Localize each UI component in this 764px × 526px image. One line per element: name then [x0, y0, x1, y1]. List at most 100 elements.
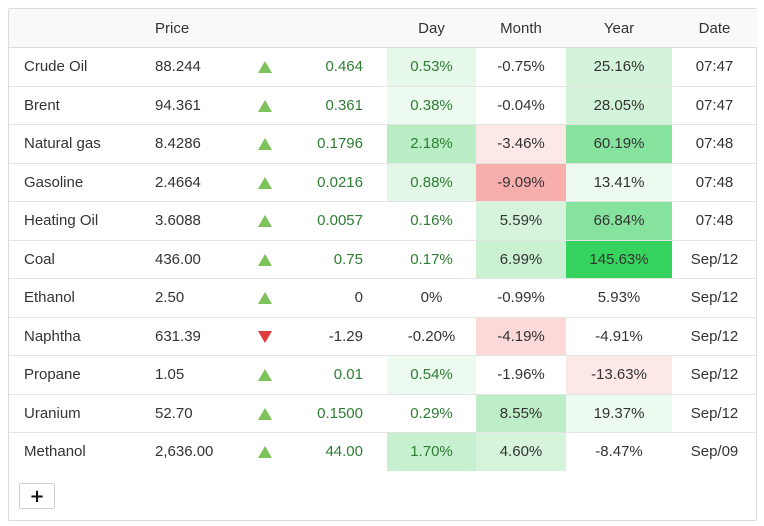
date-cell: Sep/09 [690, 443, 739, 461]
up-arrow-icon [258, 369, 272, 382]
commodity-name[interactable]: Natural gas [9, 124, 155, 164]
year-change-cell: -8.47% [595, 443, 643, 461]
month-change-cell: 8.55% [476, 394, 566, 433]
table-row[interactable]: Natural gas 8.4286 0.1796 2.18% -3.46% 60.19%… [9, 124, 757, 164]
date-cell: Sep/12 [672, 394, 757, 433]
year-change-cell: 13.41% [566, 163, 672, 202]
header-name [9, 9, 155, 48]
table-row[interactable]: Brent 94.361 0.361 0.38% -0.04% 28.05% 07:47 [9, 86, 757, 125]
header-year[interactable]: Year [566, 9, 672, 48]
direction-cell [250, 240, 280, 279]
date-cell: Sep/12 [672, 317, 757, 356]
direction-cell [250, 47, 280, 87]
day-change-cell: 0.17% [387, 240, 476, 279]
header-date[interactable]: Date [672, 9, 757, 48]
price-cell: 1.05 [155, 355, 250, 395]
month-change-cell: -1.96% [476, 355, 566, 395]
month-change-cell: -0.75% [476, 47, 566, 87]
direction-cell [250, 394, 280, 433]
commodity-name[interactable]: Coal [9, 240, 155, 279]
header-direction [250, 9, 280, 48]
commodity-name[interactable]: Propane [9, 355, 155, 395]
year-change-cell: 19.37% [566, 394, 672, 433]
day-change-cell: 2.18% [387, 124, 476, 164]
commodity-name[interactable]: Uranium [9, 394, 155, 433]
table-row[interactable]: Naphtha 631.39 -1.29 -0.20% -4.19% -4.91% Sep/… [9, 317, 757, 356]
direction-cell [250, 278, 280, 318]
price-cell: 8.4286 [155, 124, 250, 164]
price-cell: 2.4664 [155, 163, 250, 202]
direction-cell [250, 317, 280, 356]
table-row[interactable]: Coal 436.00 0.75 0.17% 6.99% 145.63% Sep/12 [9, 240, 757, 279]
year-change-cell: 145.63% [566, 240, 672, 279]
table-row[interactable]: Ethanol 2.50 0 0% -0.99% 5.93% Sep/12 [9, 278, 757, 318]
price-cell: 2,636.00 [155, 443, 214, 461]
date-cell: 07:47 [672, 86, 757, 125]
commodity-name[interactable]: Naphtha [9, 317, 155, 356]
month-change-cell: -9.09% [476, 163, 566, 202]
date-cell: 07:48 [672, 124, 757, 164]
month-change-cell: -3.46% [476, 124, 566, 164]
price-cell: 3.6088 [155, 201, 250, 241]
commodities-table: Price Day Month Year Date Crude Oil 88.24… [9, 9, 757, 471]
date-cell: 07:47 [672, 47, 757, 87]
table-row[interactable]: Methanol 2,636.00 44.00 1.70% 4.60% -8.47% Sep… [9, 432, 757, 471]
date-cell: Sep/12 [672, 240, 757, 279]
day-change-cell: 0.53% [387, 47, 476, 87]
header-month[interactable]: Month [476, 9, 566, 48]
commodity-name[interactable]: Methanol [24, 443, 86, 461]
price-cell: 436.00 [155, 240, 250, 279]
year-change-cell: 60.19% [566, 124, 672, 164]
table-row[interactable]: Gasoline 2.4664 0.0216 0.88% -9.09% 13.41% 07:… [9, 163, 757, 202]
change-cell: 0.1500 [280, 394, 387, 433]
up-arrow-icon [258, 61, 272, 74]
up-arrow-icon [258, 176, 272, 189]
change-cell: 0.361 [280, 86, 387, 125]
table-header-row: Price Day Month Year Date [9, 9, 757, 48]
direction-cell [250, 86, 280, 125]
direction-cell [250, 201, 280, 241]
month-change-cell: -0.99% [476, 278, 566, 318]
table-row[interactable]: Propane 1.05 0.01 0.54% -1.96% -13.63% Sep/12 [9, 355, 757, 395]
year-change-cell: -4.91% [566, 317, 672, 356]
down-arrow-icon [258, 330, 272, 343]
commodity-name[interactable]: Heating Oil [9, 201, 155, 241]
add-button[interactable]: + [19, 483, 55, 509]
change-cell: 44.00 [325, 443, 363, 461]
year-change-cell: 25.16% [566, 47, 672, 87]
commodity-name[interactable]: Ethanol [9, 278, 155, 318]
up-arrow-icon [258, 446, 272, 459]
table-row[interactable]: Crude Oil 88.244 0.464 0.53% -0.75% 25.16% 07:… [9, 47, 757, 87]
change-cell: 0.75 [280, 240, 387, 279]
day-change-cell: 1.70% [387, 432, 476, 471]
day-change-cell: 0.38% [387, 86, 476, 125]
day-change-cell: 0.88% [387, 163, 476, 202]
header-change [280, 9, 387, 48]
commodity-name[interactable]: Gasoline [9, 163, 155, 202]
month-change-cell: 4.60% [476, 432, 566, 471]
month-change-cell: -4.19% [476, 317, 566, 356]
direction-cell [250, 124, 280, 164]
commodity-name[interactable]: Crude Oil [9, 47, 155, 87]
year-change-cell: 66.84% [566, 201, 672, 241]
price-cell: 88.244 [155, 47, 250, 87]
table-row[interactable]: Heating Oil 3.6088 0.0057 0.16% 5.59% 66.84% 0… [9, 201, 757, 241]
up-arrow-icon [258, 138, 272, 151]
commodities-table-panel: Price Day Month Year Date Crude Oil 88.24… [8, 8, 757, 521]
day-change-cell: -0.20% [387, 317, 476, 356]
year-change-cell: -13.63% [566, 355, 672, 395]
header-price[interactable]: Price [155, 9, 250, 48]
up-arrow-icon [258, 253, 272, 266]
table-row[interactable]: Uranium 52.70 0.1500 0.29% 8.55% 19.37% Sep/12 [9, 394, 757, 433]
commodity-name[interactable]: Brent [9, 86, 155, 125]
up-arrow-icon [258, 292, 272, 305]
month-change-cell: 5.59% [476, 201, 566, 241]
day-change-cell: 0.16% [387, 201, 476, 241]
change-cell: 0.01 [280, 355, 387, 395]
change-cell: 0.464 [280, 47, 387, 87]
change-cell: 0.0216 [280, 163, 387, 202]
price-cell: 52.70 [155, 394, 250, 433]
price-cell: 94.361 [155, 86, 250, 125]
date-cell: 07:48 [672, 201, 757, 241]
header-day[interactable]: Day [387, 9, 476, 48]
